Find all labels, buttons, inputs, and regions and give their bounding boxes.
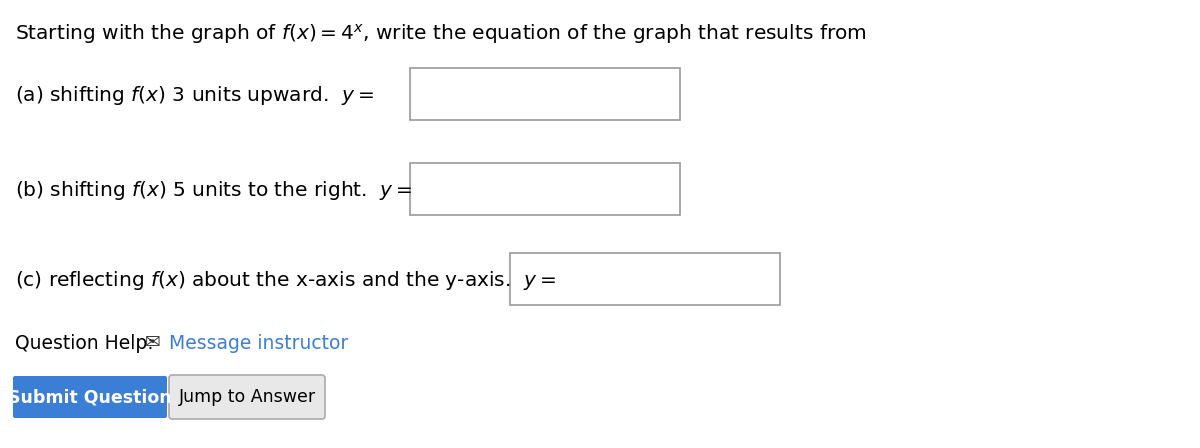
Text: Message instructor: Message instructor bbox=[163, 333, 348, 353]
FancyBboxPatch shape bbox=[13, 376, 167, 418]
Text: (c) reflecting $f(x)$ about the x-axis and the y-axis.  $y =$: (c) reflecting $f(x)$ about the x-axis a… bbox=[14, 268, 556, 292]
FancyBboxPatch shape bbox=[410, 68, 680, 120]
Text: Jump to Answer: Jump to Answer bbox=[179, 388, 316, 406]
Text: (b) shifting $f(x)$ 5 units to the right.  $y =$: (b) shifting $f(x)$ 5 units to the right… bbox=[14, 178, 413, 202]
FancyBboxPatch shape bbox=[510, 253, 780, 305]
FancyBboxPatch shape bbox=[169, 375, 325, 419]
Text: (a) shifting $f(x)$ 3 units upward.  $y =$: (a) shifting $f(x)$ 3 units upward. $y =… bbox=[14, 83, 374, 107]
Text: Submit Question: Submit Question bbox=[8, 388, 172, 406]
Text: Question Help:: Question Help: bbox=[14, 333, 166, 353]
FancyBboxPatch shape bbox=[410, 163, 680, 215]
Text: ✉: ✉ bbox=[145, 333, 161, 353]
Text: Starting with the graph of $f(x) = 4^x$, write the equation of the graph that re: Starting with the graph of $f(x) = 4^x$,… bbox=[14, 22, 866, 46]
